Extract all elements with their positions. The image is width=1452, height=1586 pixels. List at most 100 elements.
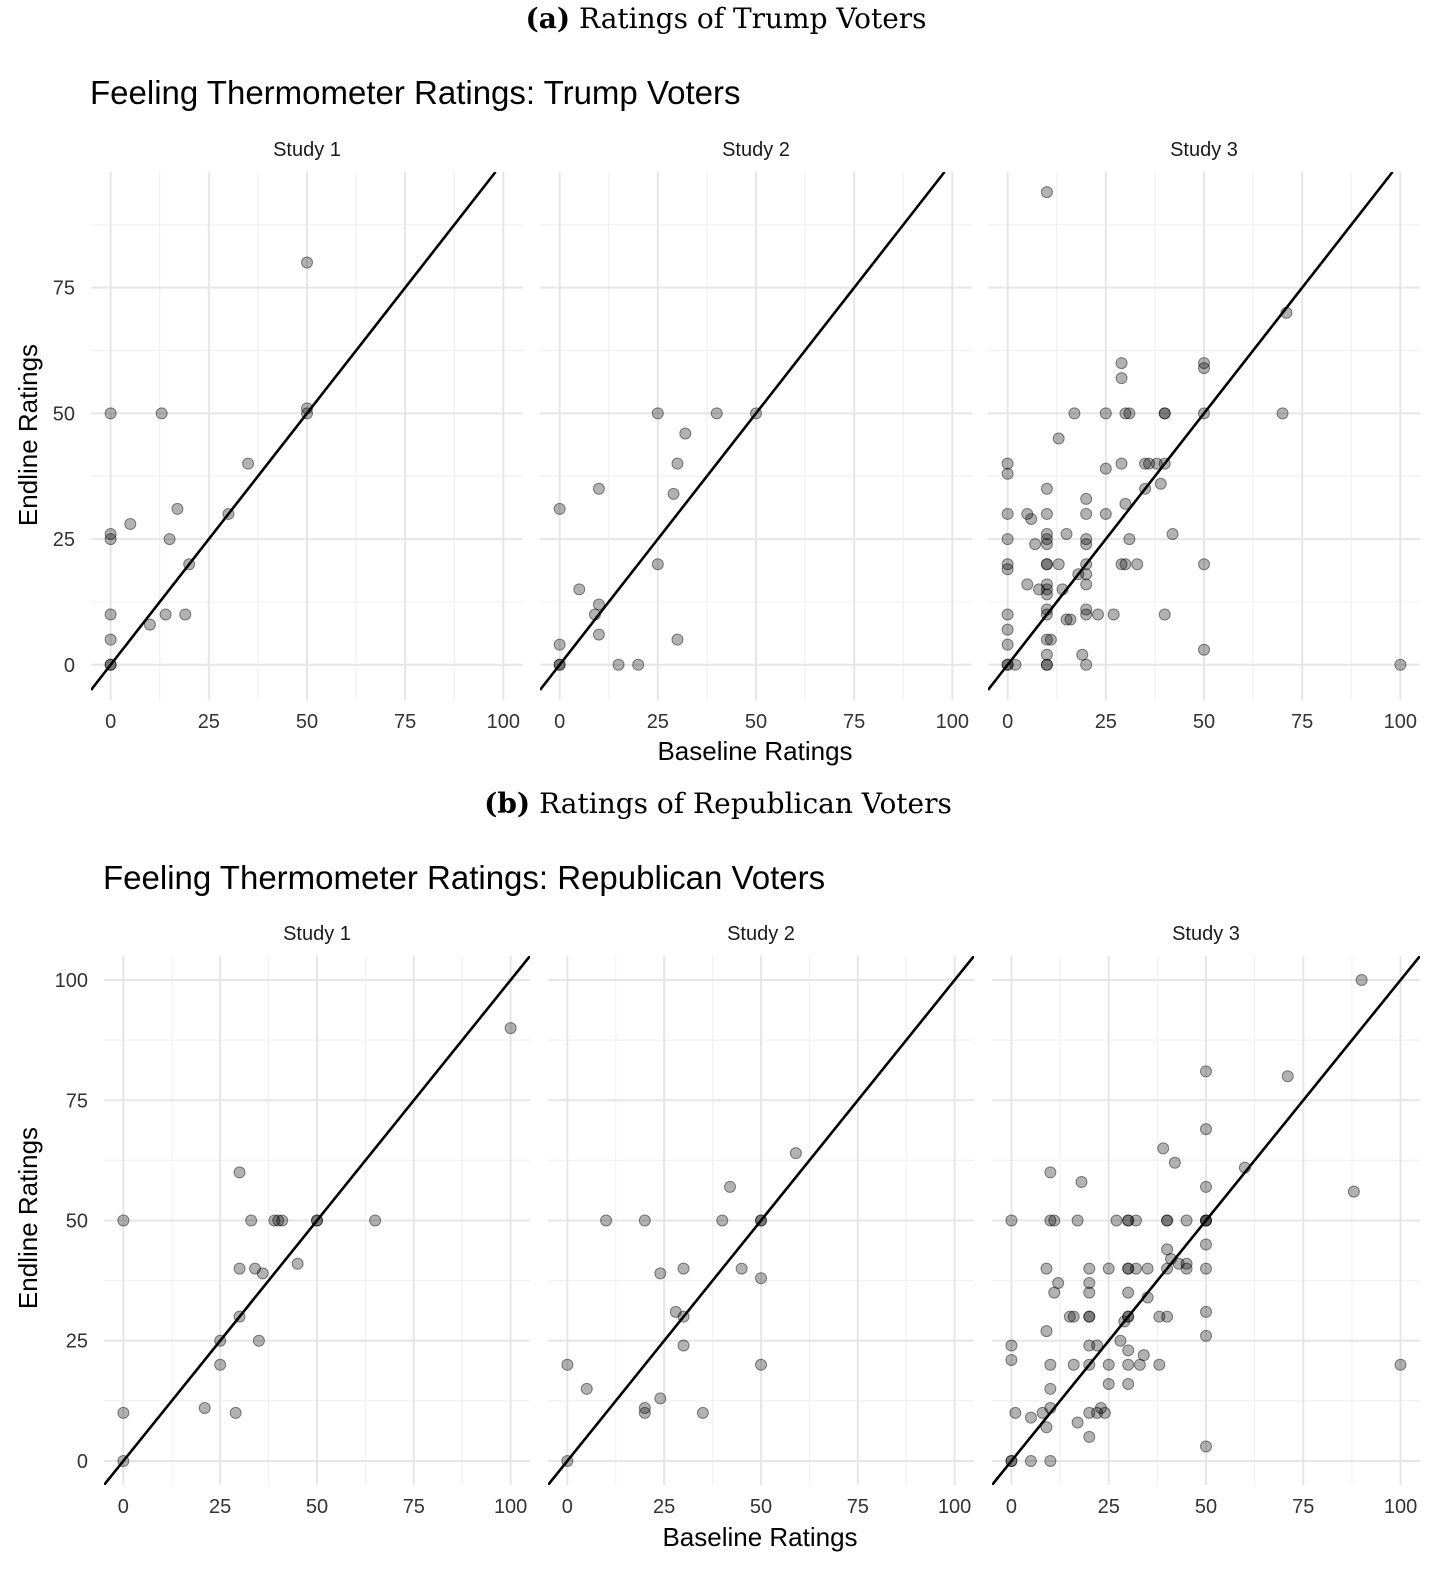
x-tick-label: 50	[750, 1496, 772, 1518]
y-tick-label: 75	[53, 278, 75, 300]
data-point	[1102, 1378, 1115, 1391]
data-point	[229, 1406, 242, 1419]
data-point	[1001, 623, 1014, 636]
data-point	[789, 1147, 802, 1160]
data-point	[1040, 633, 1053, 646]
data-point	[1091, 608, 1104, 621]
data-point	[1009, 658, 1022, 671]
data-point	[1347, 1185, 1360, 1198]
data-point	[1080, 568, 1093, 581]
data-point	[1115, 357, 1128, 370]
data-point	[553, 502, 566, 515]
data-point	[233, 1262, 246, 1275]
data-point	[198, 1402, 211, 1415]
panel-a-facets: 0 25 50 75 Study 1 0 25 50 75 100 Study 2 0 25 50 75 10…	[53, 139, 1420, 733]
data-point	[1040, 578, 1053, 591]
data-point	[1075, 1176, 1088, 1189]
data-point	[104, 407, 117, 420]
data-point	[1048, 1286, 1061, 1299]
data-point	[117, 1214, 130, 1227]
data-point	[1044, 1382, 1057, 1395]
data-point	[1122, 1286, 1135, 1299]
data-point	[1083, 1310, 1096, 1323]
data-point	[242, 457, 255, 470]
data-point	[1060, 613, 1073, 626]
data-point	[1139, 457, 1152, 470]
data-point	[592, 482, 605, 495]
data-point	[1080, 603, 1093, 616]
data-point	[1281, 1070, 1294, 1083]
panel-a-caption: (a) Ratings of Trump Voters	[525, 2, 926, 35]
data-point	[1040, 558, 1053, 571]
panel-a-caption-label: (a)	[525, 2, 570, 35]
data-point	[1040, 1421, 1053, 1434]
data-point	[1083, 1406, 1096, 1419]
data-point	[1040, 507, 1053, 520]
data-point	[1083, 1339, 1096, 1352]
data-point	[1166, 528, 1179, 541]
x-tick-label: 100	[1384, 711, 1417, 733]
data-point	[638, 1406, 651, 1419]
facet-3: Study 3 0 25 50 75 100	[992, 923, 1420, 1518]
data-point	[171, 502, 184, 515]
data-point	[1044, 1166, 1057, 1179]
data-point	[1021, 578, 1034, 591]
x-tick-label: 25	[647, 711, 669, 733]
data-point	[1123, 533, 1136, 546]
x-tick-label: 50	[1193, 711, 1215, 733]
data-point	[1063, 1310, 1076, 1323]
data-point	[1040, 648, 1053, 661]
data-point	[654, 1267, 667, 1280]
x-tick-label: 100	[1384, 1496, 1417, 1518]
data-point	[1161, 1214, 1174, 1227]
data-point	[117, 1406, 130, 1419]
data-point	[1394, 658, 1407, 671]
data-point	[1394, 1358, 1407, 1371]
data-point	[104, 608, 117, 621]
data-point	[1102, 1262, 1115, 1275]
data-point	[1083, 1262, 1096, 1275]
x-tick-label: 75	[847, 1496, 869, 1518]
x-tick-label: 75	[403, 1496, 425, 1518]
data-point	[1276, 407, 1289, 420]
data-point	[1001, 638, 1014, 651]
data-point	[1052, 432, 1065, 445]
data-point	[1122, 1358, 1135, 1371]
data-point	[1198, 558, 1210, 571]
data-point	[1001, 457, 1014, 470]
data-point	[1040, 186, 1053, 199]
data-point	[1141, 1262, 1154, 1275]
data-point	[104, 528, 117, 541]
x-tick-label: 0	[118, 1496, 129, 1518]
data-point	[573, 583, 586, 596]
data-point	[1133, 1358, 1146, 1371]
x-tick-label: 0	[554, 711, 565, 733]
data-point	[669, 1305, 682, 1318]
facet-1: Study 1 0 25 50 75 100	[91, 139, 523, 733]
data-point	[592, 598, 605, 611]
data-point	[1091, 1406, 1104, 1419]
data-point	[1024, 1454, 1037, 1467]
data-point	[1080, 578, 1093, 591]
facet-1: Study 1 0 25 50 75 100	[104, 923, 530, 1518]
data-point	[1024, 1411, 1037, 1424]
data-point	[233, 1166, 246, 1179]
data-point	[1005, 1339, 1018, 1352]
data-point	[1060, 528, 1073, 541]
data-point	[1123, 407, 1136, 420]
data-point	[272, 1214, 285, 1227]
data-point	[1122, 1262, 1135, 1275]
data-point	[1161, 1310, 1174, 1323]
data-point	[654, 1392, 667, 1405]
data-point	[1119, 558, 1132, 571]
data-point	[632, 658, 645, 671]
data-point	[1005, 1214, 1018, 1227]
data-point	[1180, 1257, 1193, 1270]
data-point	[1180, 1214, 1193, 1227]
data-point	[1001, 558, 1014, 571]
data-point	[1068, 407, 1081, 420]
data-point	[592, 628, 605, 641]
data-point	[1200, 1238, 1212, 1251]
data-point	[1122, 1262, 1135, 1275]
data-point	[1158, 407, 1171, 420]
